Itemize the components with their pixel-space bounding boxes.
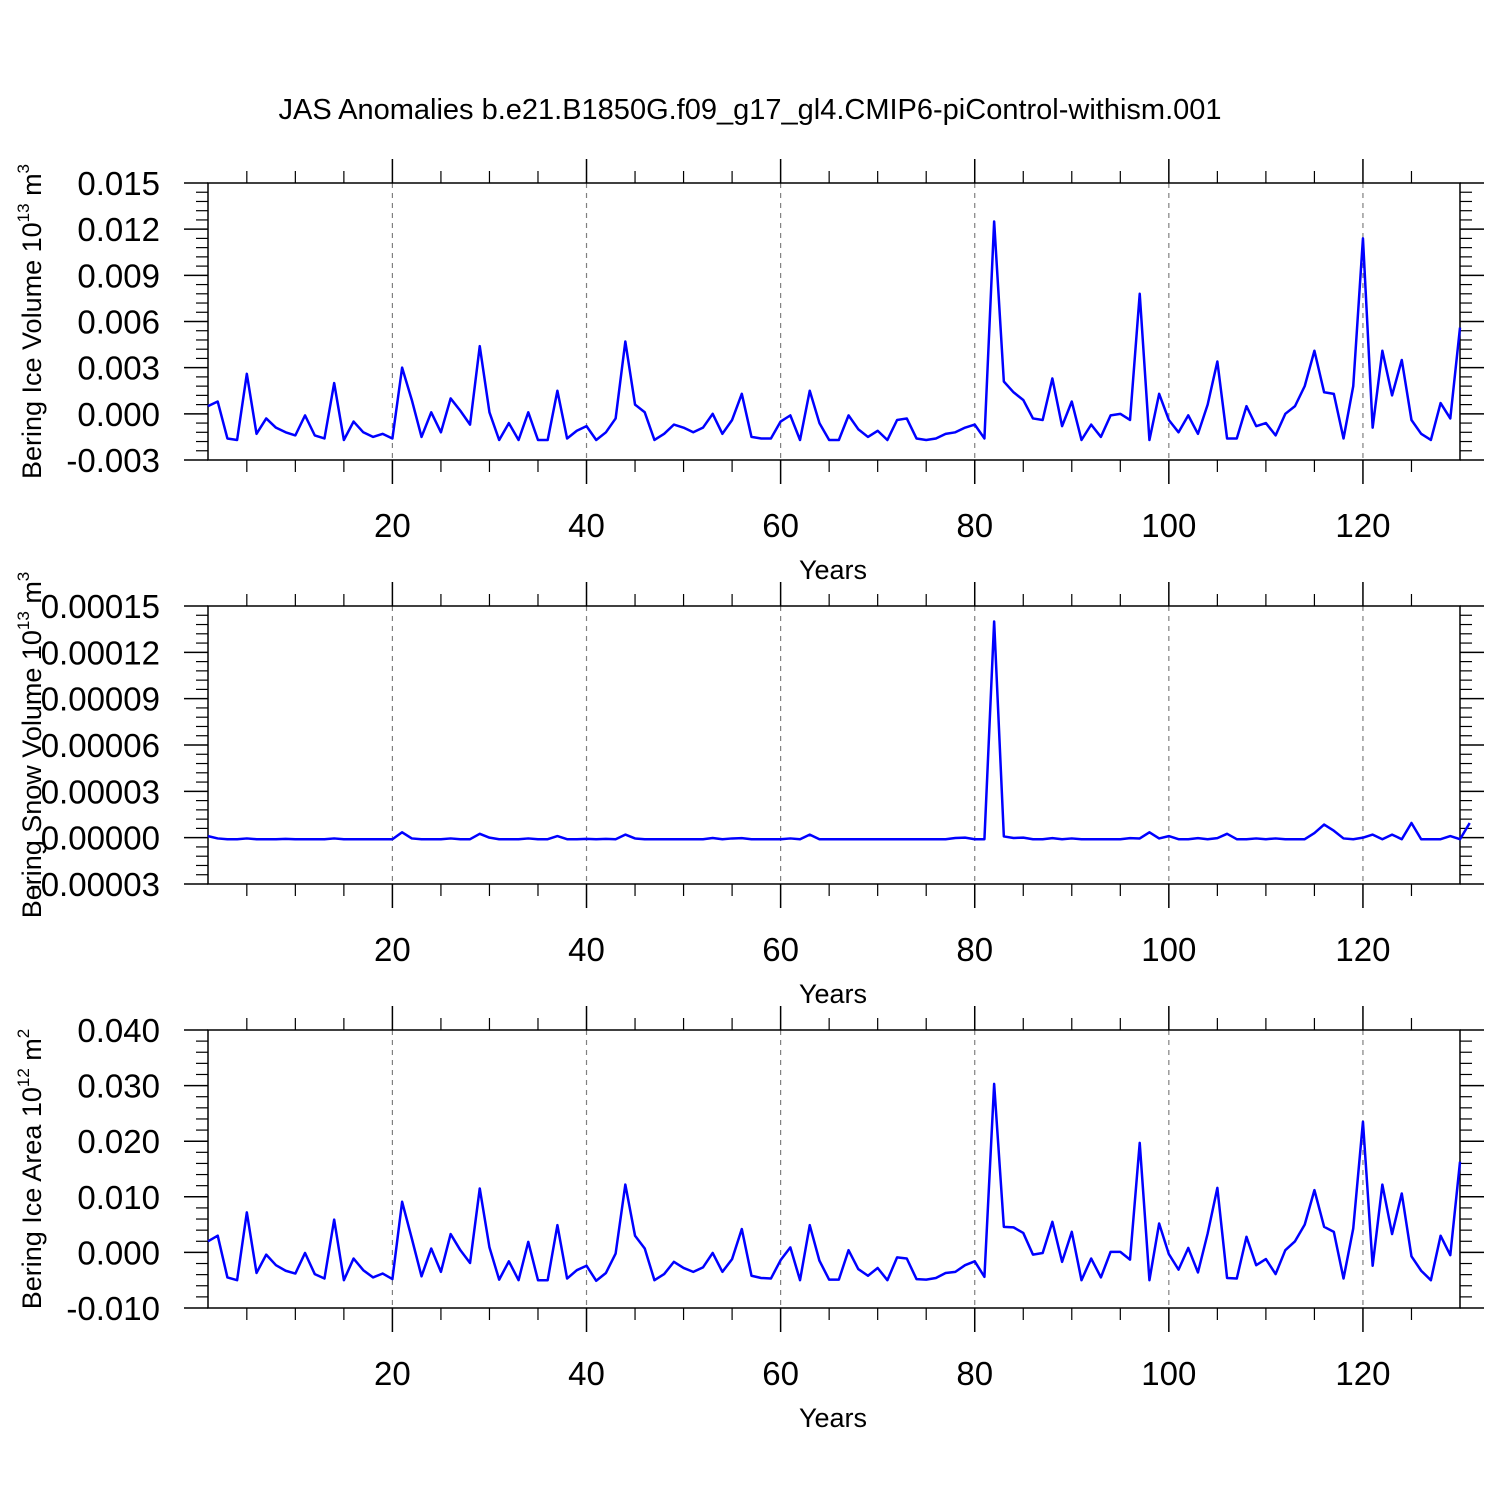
y-axis-label-unit: m: [17, 173, 47, 203]
y-tick-label: -0.00003: [30, 866, 160, 903]
y-tick-label: 0.010: [77, 1179, 160, 1216]
y-tick-label: 0.00012: [41, 634, 160, 671]
x-tick-label: 60: [762, 931, 799, 968]
y-axis-label-exponent: 12: [14, 1068, 33, 1087]
y-tick-label: 0.030: [77, 1068, 160, 1105]
y-tick-label: 0.040: [77, 1012, 160, 1049]
x-tick-label: 100: [1141, 1355, 1196, 1392]
x-tick-label: 80: [956, 1355, 993, 1392]
x-tick-label: 60: [762, 507, 799, 544]
x-tick-label: 40: [568, 507, 605, 544]
x-tick-label: 80: [956, 931, 993, 968]
y-axis-label-unit: m: [17, 1038, 47, 1068]
x-tick-label: 20: [374, 507, 411, 544]
x-tick-label: 120: [1335, 931, 1390, 968]
x-axis-label: Years: [799, 555, 867, 585]
plot-frame: [207, 1029, 1461, 1309]
y-axis-label: Bering Ice Volume 1013 m3: [14, 164, 47, 479]
chart-panel-3: 20 40 60 80 100 120 -0.010 0.000 0.010 0.020 0.030…: [14, 1006, 1484, 1433]
series-line: [207, 220, 1462, 442]
y-axis-label-unit-exponent: 2: [14, 1029, 33, 1038]
x-tick-label: 40: [568, 931, 605, 968]
y-tick-label: 0.000: [77, 1234, 160, 1271]
y-tick-label: 0.020: [77, 1123, 160, 1160]
y-tick-label: 0.009: [77, 257, 160, 294]
y-axis-label-text: Bering Ice Area 10: [17, 1087, 47, 1309]
y-tick-label: -0.010: [66, 1290, 160, 1327]
y-axis-label-unit-exponent: 3: [14, 164, 33, 173]
y-tick-label: 0.00000: [41, 820, 160, 857]
x-tick-label: 100: [1141, 507, 1196, 544]
x-axis-label: Years: [799, 1403, 867, 1433]
y-axis-label-unit-exponent: 3: [14, 572, 33, 581]
x-axis-label: Years: [799, 979, 867, 1009]
y-tick-label: -0.003: [66, 442, 160, 479]
x-tick-label: 40: [568, 1355, 605, 1392]
y-tick-label: 0.000: [77, 396, 160, 433]
y-axis-label: Bering Snow Volume 1013 m3: [14, 572, 47, 919]
x-tick-label: 100: [1141, 931, 1196, 968]
y-tick-label: 0.00015: [41, 588, 160, 625]
series-line: [207, 620, 1471, 841]
x-tick-label: 120: [1335, 507, 1390, 544]
y-axis-label-unit: m: [17, 581, 47, 611]
x-tick-label: 120: [1335, 1355, 1390, 1392]
y-axis-label: Bering Ice Area 1012 m2: [14, 1029, 47, 1310]
x-tick-label: 60: [762, 1355, 799, 1392]
x-tick-label: 80: [956, 507, 993, 544]
y-tick-label: 0.00006: [41, 727, 160, 764]
y-tick-label: 0.003: [77, 350, 160, 387]
y-axis-label-text: Bering Snow Volume 10: [17, 630, 47, 918]
plot-frame: [207, 605, 1461, 885]
y-axis-label-exponent: 13: [14, 203, 33, 222]
chart-panel-2: 20 40 60 80 100 120 -0.00003 0.00000 0.00003 0.00…: [14, 572, 1484, 1009]
y-tick-label: 0.006: [77, 304, 160, 341]
x-tick-label: 20: [374, 931, 411, 968]
y-tick-label: 0.00003: [41, 773, 160, 810]
y-axis-label-text: Bering Ice Volume 10: [17, 222, 47, 479]
chart-title: JAS Anomalies b.e21.B1850G.f09_g17_gl4.C…: [278, 94, 1221, 126]
chart-panel-1: 20 40 60 80 100 120 -0.003 0.000 0.003 0.006 0.009…: [14, 159, 1484, 585]
series-line: [207, 1082, 1462, 1283]
y-tick-label: 0.00009: [41, 681, 160, 718]
y-tick-label: 0.012: [77, 211, 160, 248]
y-tick-label: 0.015: [77, 165, 160, 202]
x-tick-label: 20: [374, 1355, 411, 1392]
y-axis-label-exponent: 13: [14, 611, 33, 630]
